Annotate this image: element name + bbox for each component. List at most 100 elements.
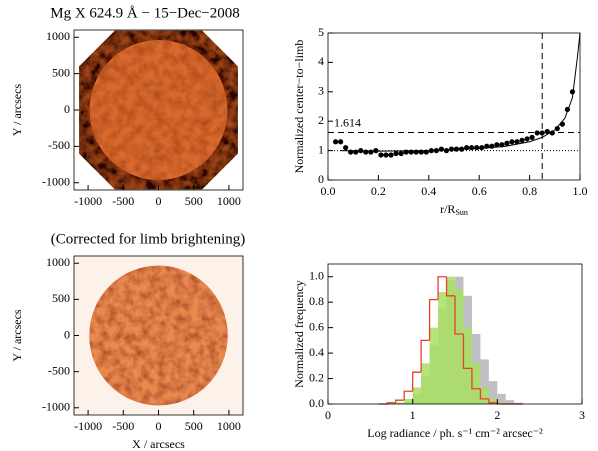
- histogram-bar: [395, 402, 405, 404]
- x-tick-label: -500: [112, 194, 134, 208]
- data-point: [509, 139, 515, 145]
- x-tick-label: 0.2: [371, 184, 386, 198]
- histogram-step: [395, 399, 405, 403]
- y-tick-label: 0.2: [309, 370, 324, 384]
- data-point: [383, 152, 389, 158]
- y-tick-label: 0.4: [309, 345, 324, 359]
- y-tick-label: 2: [318, 113, 324, 127]
- y-tick-label: 3: [318, 84, 324, 98]
- y-tick-label: -1000: [42, 400, 70, 414]
- x-tick-label: 1000: [217, 419, 241, 433]
- histogram-bar: [404, 398, 413, 404]
- y-tick-label: 0.0: [309, 396, 324, 410]
- panel-title: Mg X 624.9 Å − 15−Dec−2008: [50, 5, 240, 21]
- data-point: [514, 139, 520, 145]
- x-tick-label: 0: [325, 408, 331, 422]
- histogram-step: [479, 388, 489, 400]
- y-tick-label: 0.8: [309, 294, 324, 308]
- data-point: [368, 149, 374, 155]
- histogram-bar: [471, 363, 481, 404]
- data-point: [519, 137, 525, 143]
- x-axis-label-subscript: Sun: [455, 208, 467, 217]
- histogram-bar: [488, 381, 498, 404]
- data-point: [443, 148, 450, 154]
- y-tick-label: 1: [318, 142, 324, 156]
- histogram-step: [420, 339, 430, 373]
- data-point: [378, 152, 384, 158]
- data-point: [504, 140, 510, 146]
- histogram-bar: [505, 400, 515, 404]
- y-axis-label: Normalized center−to−limb: [292, 40, 306, 174]
- histogram-bar: [429, 327, 439, 404]
- data-point: [438, 146, 444, 152]
- solar-disk: [85, 36, 232, 184]
- x-tick-label: 1: [410, 408, 416, 422]
- y-tick-label: 500: [52, 65, 70, 79]
- y-axis-label: Y / arcsecs: [10, 309, 24, 362]
- histogram-step: [454, 295, 464, 335]
- data-point: [534, 130, 540, 136]
- histogram-bar: [421, 363, 430, 404]
- data-point: [494, 142, 500, 148]
- data-point: [393, 150, 399, 157]
- plot-frame: [327, 263, 583, 405]
- y-tick-label: 0.6: [309, 319, 324, 333]
- x-axis-label: Log radiance / ph. s⁻¹ cm⁻² arcsec⁻²: [367, 426, 543, 440]
- histogram-bar: [412, 387, 422, 404]
- x-tick-label: 0.6: [472, 184, 487, 198]
- plot-frame: [327, 32, 581, 181]
- data-point: [469, 145, 475, 151]
- x-tick-label: -1000: [74, 194, 102, 208]
- x-tick-label: 500: [185, 194, 203, 208]
- data-point: [474, 145, 480, 151]
- y-tick-label: -500: [48, 363, 70, 377]
- x-tick-label: 3: [579, 408, 585, 422]
- x-tick-label: -500: [112, 419, 134, 433]
- data-point: [554, 125, 560, 132]
- histogram-step: [412, 371, 422, 392]
- histogram-step: [428, 298, 439, 341]
- y-axis-label: Y / arcsecs: [10, 84, 24, 137]
- data-point: [408, 149, 414, 155]
- x-tick-label: 0: [156, 419, 162, 433]
- data-point: [403, 149, 409, 155]
- solar-disk: [89, 265, 228, 406]
- data-point: [529, 134, 535, 140]
- threshold-label: 1.614: [334, 115, 361, 129]
- histogram-bar: [438, 292, 447, 404]
- data-point: [549, 130, 555, 136]
- histogram-bar: [446, 276, 455, 404]
- x-tick-label: 0.0: [321, 184, 336, 198]
- y-axis-label: Normalized frequency: [292, 280, 306, 388]
- histogram-bar: [455, 289, 464, 404]
- histogram-step: [403, 390, 413, 401]
- data-point: [363, 149, 369, 155]
- histogram-step: [386, 402, 396, 404]
- histogram-step: [488, 398, 498, 404]
- histogram-bar: [480, 387, 489, 404]
- data-point: [539, 130, 545, 136]
- y-tick-label: -1000: [42, 174, 70, 188]
- histogram-step: [437, 276, 447, 300]
- x-tick-label: 0.8: [522, 184, 537, 198]
- histogram-bar: [463, 327, 472, 404]
- data-point: [343, 145, 349, 151]
- x-axis-label: r/RSun: [440, 202, 468, 217]
- x-axis-label-text: Log radiance / ph. s⁻¹ cm⁻² arcsec⁻²: [367, 426, 543, 440]
- histogram-bar: [488, 398, 498, 404]
- y-tick-label: 1.0: [309, 268, 324, 282]
- data-point: [544, 128, 550, 135]
- x-tick-label: 500: [185, 419, 203, 433]
- fit-line: [340, 32, 581, 152]
- histogram-bar: [497, 393, 506, 404]
- data-point: [332, 139, 339, 145]
- data-point: [398, 150, 404, 157]
- y-tick-label: 500: [52, 291, 70, 305]
- data-point: [479, 145, 485, 151]
- histogram-step: [471, 368, 481, 390]
- x-tick-label: 0.4: [421, 184, 436, 198]
- data-point: [448, 146, 455, 152]
- y-tick-label: -500: [48, 138, 70, 152]
